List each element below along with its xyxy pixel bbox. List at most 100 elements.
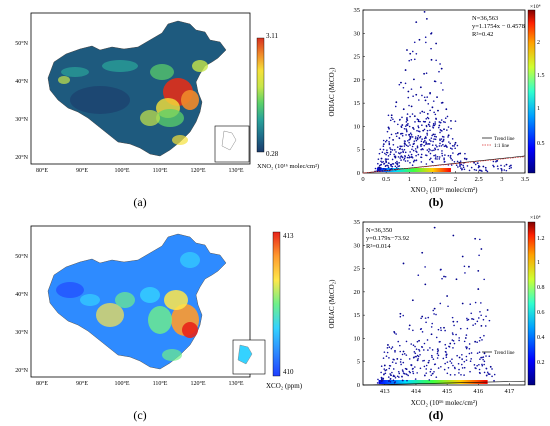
data-point	[456, 160, 459, 163]
data-point	[413, 78, 415, 81]
data-point	[407, 374, 409, 377]
data-point	[425, 72, 428, 75]
data-point	[477, 317, 480, 319]
data-point	[413, 159, 416, 162]
data-point	[444, 343, 447, 346]
data-point	[468, 265, 470, 268]
data-point	[430, 32, 432, 35]
data-point	[424, 154, 427, 156]
data-point	[396, 162, 399, 164]
data-point	[478, 169, 481, 172]
data-point	[388, 137, 391, 139]
x-tick-label: 1.5	[428, 176, 436, 183]
data-point	[481, 363, 483, 366]
data-point	[492, 164, 494, 167]
data-point	[459, 160, 462, 162]
data-point	[420, 317, 422, 320]
data-point	[376, 382, 379, 384]
data-point	[410, 88, 413, 90]
data-point	[461, 255, 464, 258]
data-point	[385, 153, 387, 156]
data-point	[417, 274, 420, 277]
data-point	[432, 309, 435, 312]
data-point	[493, 379, 495, 382]
colorbar-a-min: 0.28	[266, 150, 279, 158]
data-point	[385, 161, 387, 164]
data-point	[419, 120, 421, 123]
data-point	[488, 373, 491, 375]
legend-b-11: 1:1 line	[494, 144, 510, 149]
y-axis-label-b: ODIAC (MtCO₂)	[328, 67, 336, 117]
data-point	[415, 21, 418, 24]
lon-tick: 80°E	[36, 380, 48, 387]
data-point	[500, 168, 503, 170]
data-point	[387, 158, 389, 161]
data-point	[432, 122, 435, 125]
data-point	[439, 121, 442, 124]
data-point	[377, 166, 379, 169]
data-point	[420, 140, 423, 143]
data-point	[434, 113, 437, 116]
data-point	[413, 351, 416, 353]
data-point	[416, 137, 419, 139]
x-tick-label: 414	[411, 388, 422, 395]
stats-d-r2: R²=0.014	[366, 243, 391, 250]
data-point	[473, 168, 476, 171]
data-point	[462, 166, 465, 169]
data-point	[405, 121, 408, 123]
data-point	[405, 368, 408, 371]
data-point	[482, 356, 485, 358]
data-point	[414, 378, 417, 380]
data-point	[423, 72, 425, 75]
data-point	[411, 164, 414, 167]
data-point	[380, 376, 383, 379]
data-point	[382, 139, 385, 142]
data-point	[388, 380, 390, 383]
data-point	[421, 251, 424, 254]
data-point	[431, 134, 433, 137]
data-point	[410, 58, 413, 61]
data-point	[484, 325, 487, 327]
data-point	[474, 323, 477, 325]
data-point	[485, 315, 487, 318]
data-point	[406, 124, 409, 126]
data-point	[391, 158, 394, 161]
data-point	[408, 134, 410, 136]
data-point	[394, 162, 397, 164]
data-point	[394, 105, 397, 108]
data-point	[468, 347, 471, 350]
data-point	[424, 36, 427, 38]
data-point	[445, 353, 448, 356]
data-point	[399, 145, 402, 148]
data-point	[422, 349, 425, 351]
data-point	[398, 376, 400, 378]
data-point	[391, 371, 393, 374]
data-point	[435, 144, 437, 146]
data-point	[384, 372, 387, 375]
lon-tick: 110°E	[153, 167, 168, 174]
data-point	[398, 119, 401, 121]
data-point	[453, 160, 456, 163]
data-point	[394, 156, 397, 159]
data-point	[398, 161, 400, 164]
data-point	[444, 362, 446, 365]
data-point	[440, 365, 442, 368]
data-point	[402, 314, 405, 317]
data-point	[434, 80, 437, 83]
south-china-sea-inset-a	[214, 125, 250, 163]
colorbar-b-mult: ×10⁴	[530, 4, 541, 10]
data-point	[493, 165, 495, 168]
data-point	[435, 376, 438, 378]
data-point	[462, 164, 464, 167]
y-tick-label: 35	[354, 7, 361, 14]
data-point	[430, 326, 433, 328]
data-point	[427, 349, 429, 351]
colorbar-d	[527, 221, 536, 386]
data-point	[454, 374, 456, 376]
data-point	[422, 148, 424, 151]
data-point	[399, 350, 402, 353]
data-point	[394, 351, 396, 353]
colorbar-a-max: 3.11	[266, 32, 278, 40]
data-point	[387, 376, 390, 378]
data-point	[420, 145, 422, 147]
